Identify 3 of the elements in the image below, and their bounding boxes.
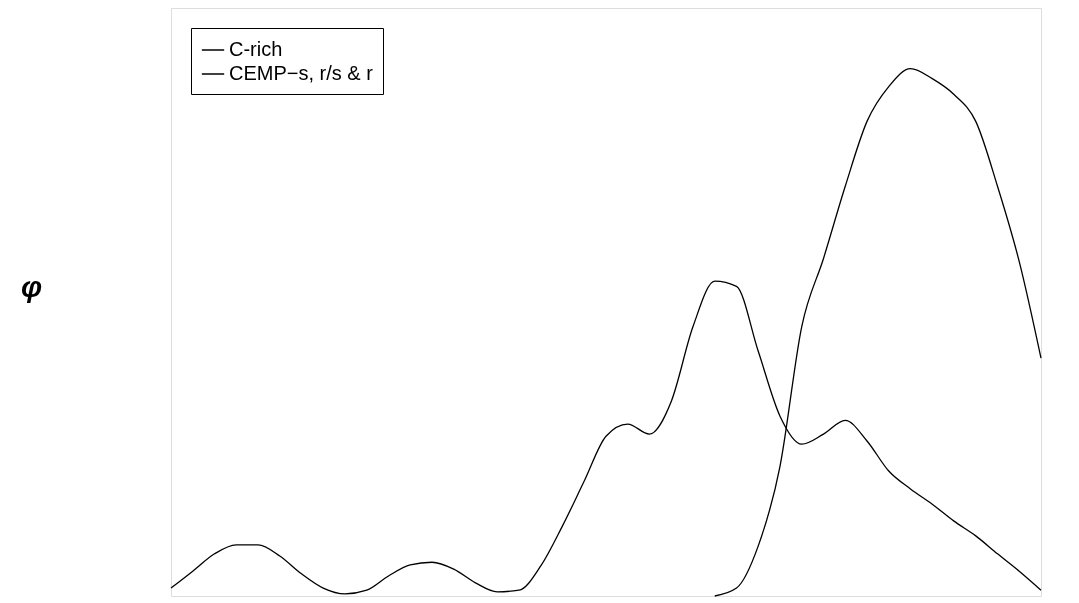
legend-label: C-rich: [229, 38, 283, 60]
legend-label: CEMP−s, r/s & r: [229, 62, 374, 84]
y-axis-title: φ: [20, 269, 43, 303]
